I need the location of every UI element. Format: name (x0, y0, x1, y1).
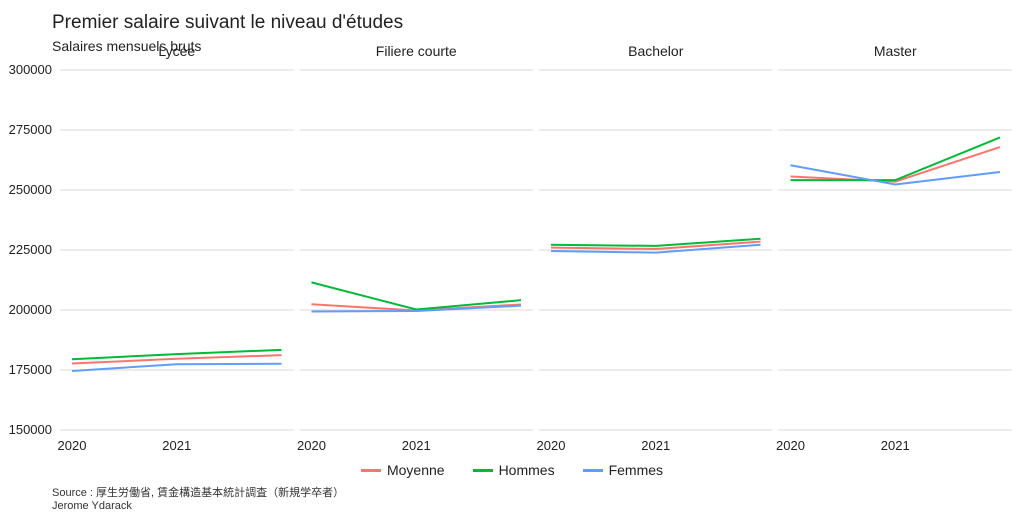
x-tick-label: 2020 (58, 438, 87, 453)
chart-footer: Source : 厚生労働省, 賃金構造基本統計調査（新規学卒者） Jerome… (52, 487, 344, 515)
panel: Bachelor 2020 2021 (537, 43, 773, 453)
y-tick-label: 225000 (9, 242, 52, 257)
panel-title: Filiere courte (376, 43, 457, 59)
y-tick-label: 200000 (9, 302, 52, 317)
chart-title: Premier salaire suivant le niveau d'étud… (52, 12, 403, 34)
x-tick-label: 2020 (297, 438, 326, 453)
legend-swatch (361, 469, 381, 472)
x-tick-label: 2021 (402, 438, 431, 453)
y-tick-label: 250000 (9, 182, 52, 197)
panel-title: Bachelor (628, 43, 684, 59)
y-tick-label: 275000 (9, 122, 52, 137)
panel: Lycée20202021 (58, 43, 294, 453)
series-hommes (551, 239, 761, 246)
gridlines (60, 70, 294, 430)
legend-item-moyenne: Moyenne (361, 462, 445, 478)
legend-swatch (473, 469, 493, 472)
legend-label: Femmes (609, 462, 663, 478)
y-tick-label: 300000 (9, 62, 52, 77)
series-hommes (791, 137, 1001, 180)
legend-label: Moyenne (387, 462, 445, 478)
chart-container: Premier salaire suivant le niveau d'étud… (0, 0, 1024, 520)
author-line: Jerome Ydarack (52, 500, 344, 514)
x-axis: 2020 2021 (537, 438, 671, 453)
x-tick-label: 2020 (776, 438, 805, 453)
x-axis: 2020 2021 (776, 438, 910, 453)
panel: Master 2020 2021 (776, 43, 1012, 453)
x-tick-label: 2020 (537, 438, 566, 453)
chart-subtitle: Salaires mensuels bruts (52, 38, 201, 54)
x-tick-label: 2021 (881, 438, 910, 453)
gridlines (300, 70, 534, 430)
y-tick-label: 150000 (9, 422, 52, 437)
y-axis: 150000 175000 200000 225000 250000 275000 3000… (9, 62, 52, 437)
legend-item-hommes: Hommes (473, 462, 555, 478)
legend-swatch (583, 469, 603, 472)
legend-item-femmes: Femmes (583, 462, 663, 478)
legend: Moyenne Hommes Femmes (0, 462, 1024, 478)
series-moyenne (72, 355, 282, 363)
panel: Filiere courte 2020 2021 (297, 43, 533, 453)
legend-label: Hommes (499, 462, 555, 478)
x-axis: 2020 2021 (58, 438, 192, 453)
x-tick-label: 2021 (641, 438, 670, 453)
y-tick-label: 175000 (9, 362, 52, 377)
gridlines (779, 70, 1013, 430)
x-tick-label: 2021 (162, 438, 191, 453)
chart-plot: 150000 175000 200000 225000 250000 275000 3000… (0, 0, 1024, 520)
source-line: Source : 厚生労働省, 賃金構造基本統計調査（新規学卒者） (52, 487, 344, 501)
panel-title: Master (874, 43, 917, 59)
x-axis: 2020 2021 (297, 438, 431, 453)
